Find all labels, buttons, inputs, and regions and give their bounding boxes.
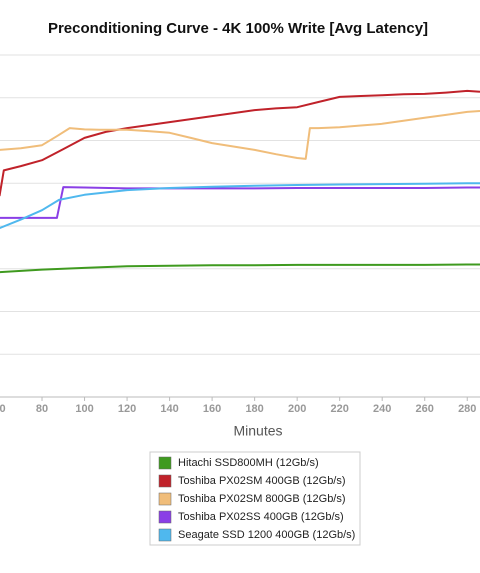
x-tick-label: 140: [160, 403, 178, 415]
x-axis-label: Minutes: [233, 423, 282, 439]
x-tick-label: 240: [373, 403, 391, 415]
legend-swatch: [158, 510, 172, 524]
legend-label: Seagate SSD 1200 400GB (12Gb/s): [178, 529, 355, 541]
series-line: [0, 263, 480, 274]
legend-label: Toshiba PX02SM 800GB (12Gb/s): [178, 493, 346, 505]
legend-swatch: [158, 456, 172, 470]
x-tick-label: 180: [245, 403, 263, 415]
x-tick-label: 220: [330, 403, 348, 415]
legend-box: [149, 451, 361, 546]
series-line: [0, 182, 480, 229]
series-line: [0, 186, 480, 219]
legend-label: Toshiba PX02SM 400GB (12Gb/s): [178, 475, 346, 487]
x-tick-label: 160: [203, 403, 221, 415]
chart-title: Preconditioning Curve - 4K 100% Write [A…: [48, 20, 428, 37]
x-tick-label: 280: [458, 403, 476, 415]
legend-swatch: [158, 474, 172, 488]
legend-label: Toshiba PX02SS 400GB (12Gb/s): [178, 511, 344, 523]
x-tick-label: 200: [288, 403, 306, 415]
legend-label: Hitachi SSD800MH (12Gb/s): [178, 457, 319, 469]
x-tick-label: 260: [416, 403, 434, 415]
legend-swatch: [158, 528, 172, 542]
x-tick-label: 80: [36, 403, 48, 415]
series-line: [0, 110, 480, 160]
legend-swatch: [158, 492, 172, 506]
x-tick-label: 60: [0, 403, 6, 415]
x-tick-label: 120: [118, 403, 136, 415]
x-tick-label: 100: [75, 403, 93, 415]
series-line: [0, 89, 480, 197]
